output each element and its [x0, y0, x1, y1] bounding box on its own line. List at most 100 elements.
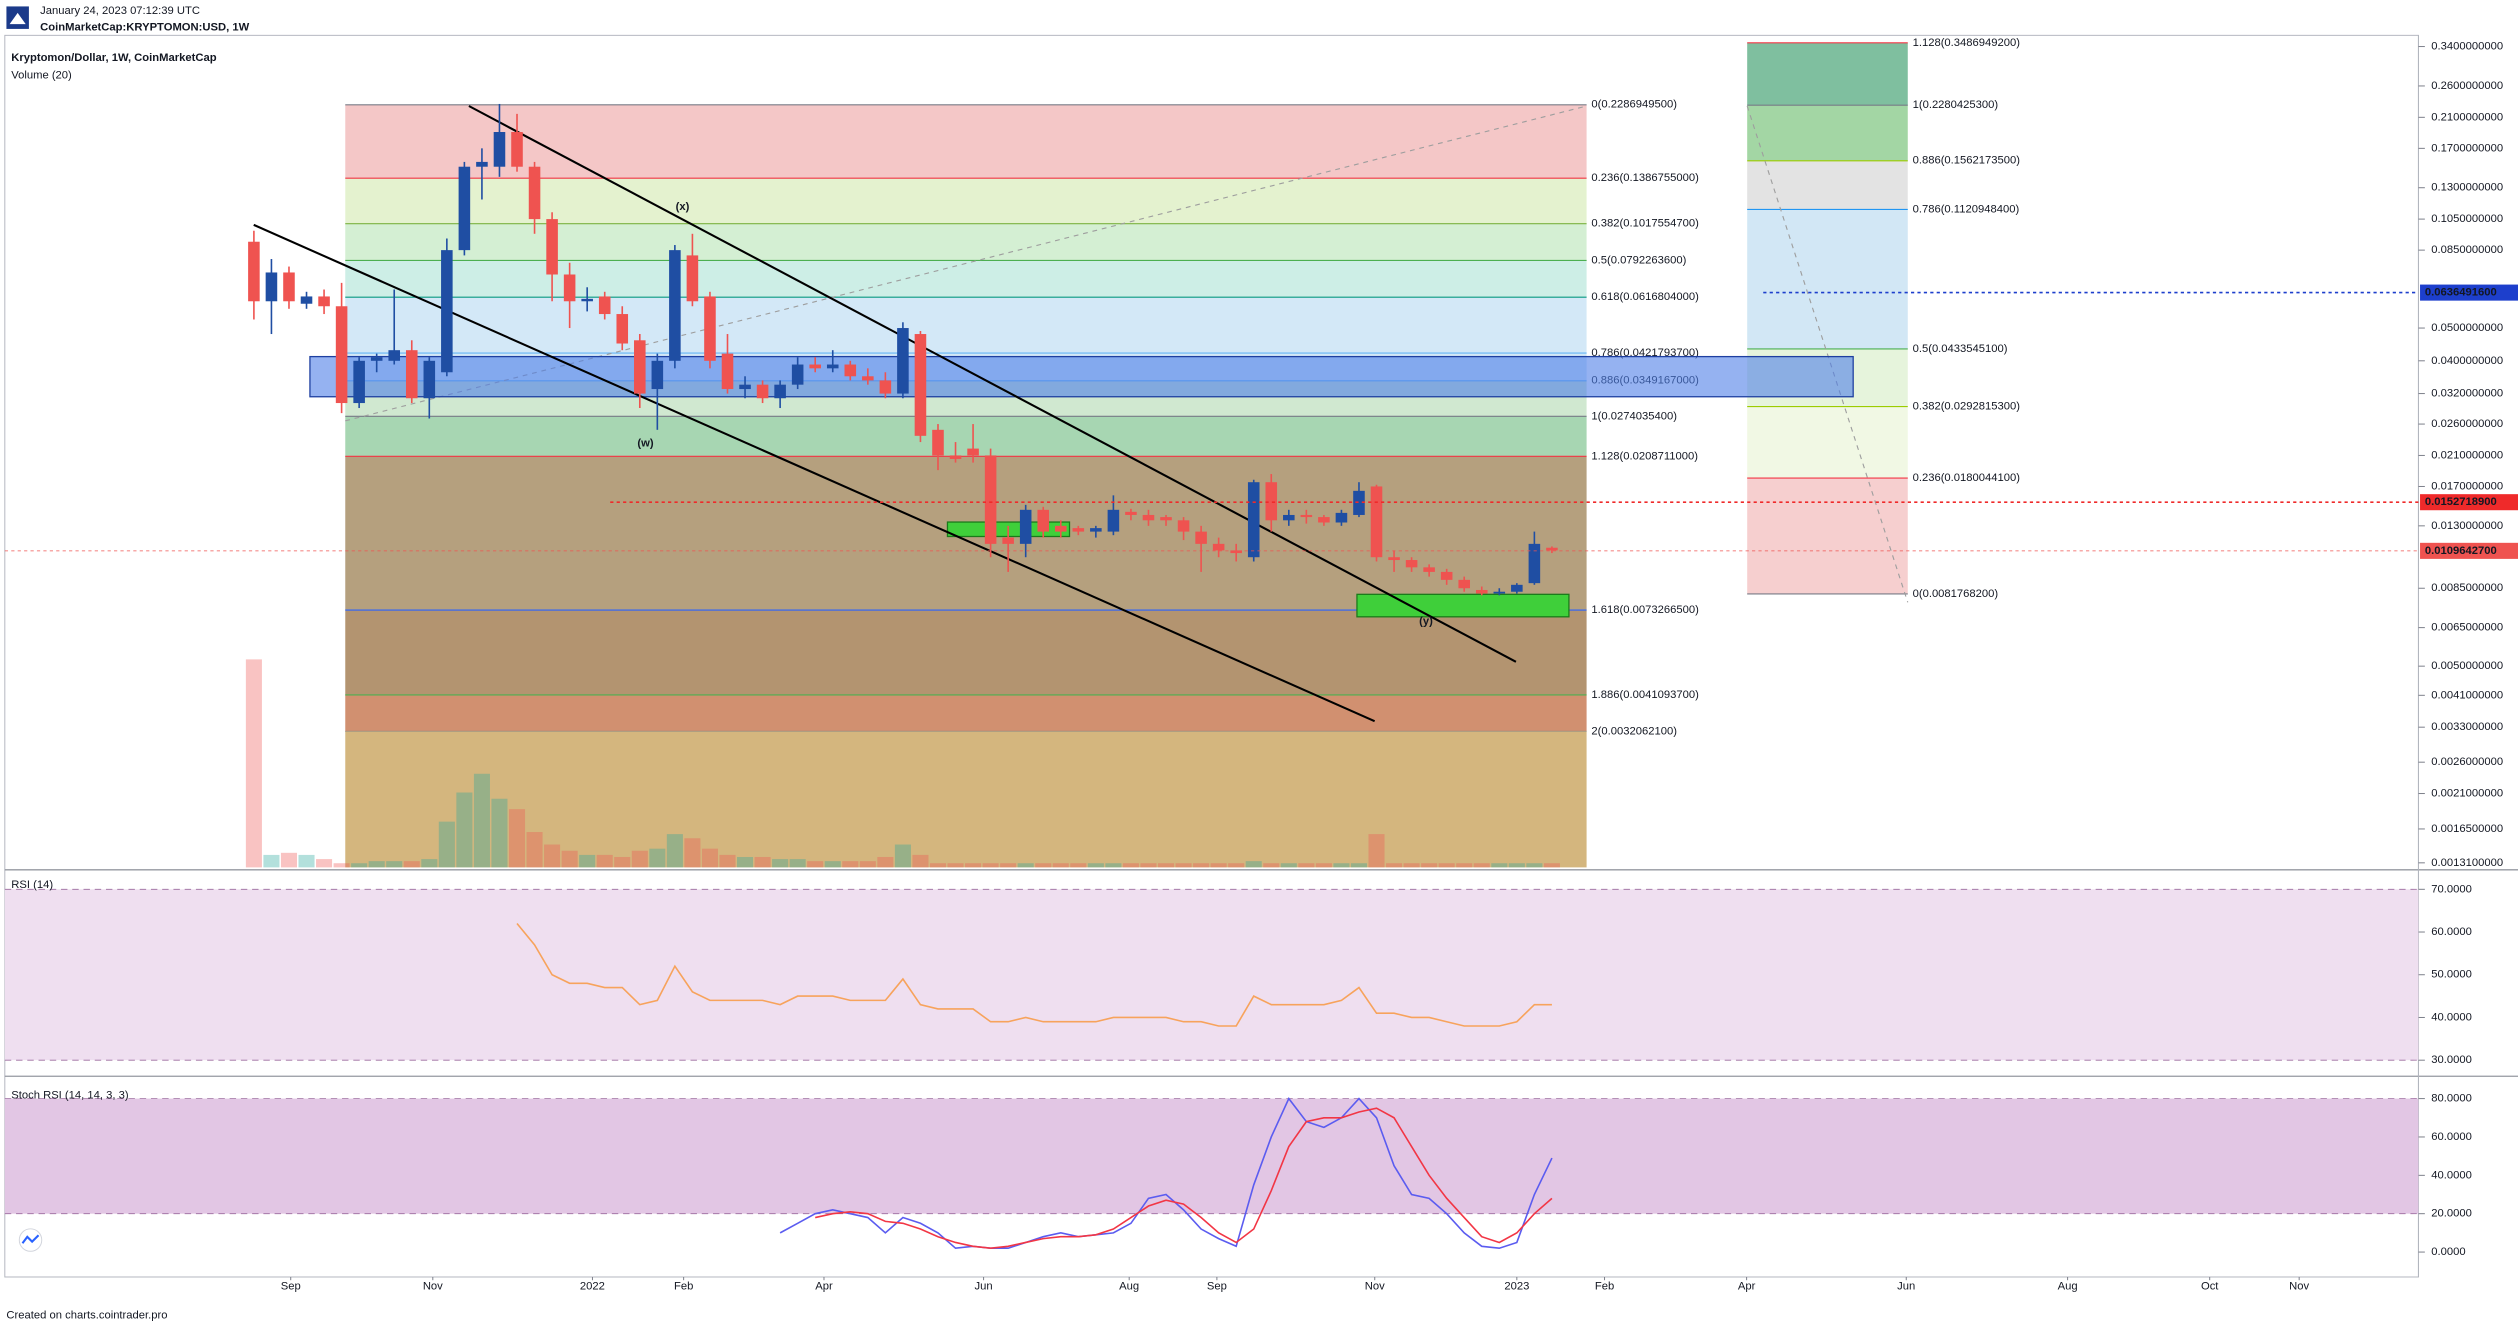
candle-body [388, 350, 401, 361]
candle-body [546, 219, 558, 275]
candle-body [1475, 589, 1488, 594]
volume-bar [824, 861, 841, 868]
volume-bar [1508, 863, 1525, 868]
volume-bar [947, 863, 964, 868]
horizontal-lines [4, 291, 2419, 552]
x-tick-label: Apr [815, 1281, 833, 1293]
volume-bar [245, 659, 262, 868]
fib-label: 0.382(0.1017554700) [1591, 218, 1699, 230]
y-tick-label: 0.0170000000 [2431, 480, 2503, 492]
y-tick-label: 0.0016500000 [2431, 823, 2503, 835]
volume-bar [403, 861, 420, 868]
volume-bar [965, 863, 982, 868]
volume-bar [438, 821, 455, 868]
candle-body [1300, 514, 1313, 518]
candle-body [739, 384, 751, 390]
indicator-line [516, 922, 1552, 1027]
fib-label: 1(0.0274035400) [1591, 410, 1677, 422]
volume-bar [526, 832, 543, 868]
wave-label: (w) [637, 437, 653, 449]
candle-body [405, 350, 418, 399]
candle-body [1002, 537, 1014, 544]
candle-body [1388, 557, 1400, 561]
price-badge [2420, 542, 2518, 559]
wave-label: (x) [676, 201, 690, 213]
candle-body [1247, 482, 1260, 558]
header-symbol: CoinMarketCap:KRYPTOMON:USD, 1W [40, 21, 249, 33]
zone-box [1356, 593, 1570, 618]
candle-body [511, 132, 523, 167]
volume-bar [737, 856, 754, 868]
volume-bar [596, 854, 613, 868]
volume-bar [1333, 863, 1350, 868]
y-tick-label: 0.0085000000 [2431, 582, 2503, 594]
candle-body [1160, 517, 1172, 521]
candle-body [616, 314, 629, 344]
x-tick-label: 2023 [1504, 1281, 1529, 1293]
y-tick-label: 50.0000 [2431, 969, 2472, 981]
candle-body [423, 360, 436, 399]
candle-body [1019, 509, 1032, 544]
tv-logo-mark [21, 1234, 40, 1244]
candle-body [1493, 591, 1506, 594]
volume-bar [1543, 863, 1560, 868]
y-tick-label: 40.0000 [2431, 1169, 2472, 1181]
y-tick-label: 70.0000 [2431, 883, 2472, 895]
volume-bar [1526, 863, 1543, 868]
candle-body [1125, 511, 1137, 515]
fib-zone [345, 260, 1587, 298]
axes: 0.0636491600 0.0152718900 0.0109642700 0.34… [281, 41, 2518, 1293]
volume-bar [1210, 863, 1227, 868]
x-tick-label: Sep [1207, 1281, 1227, 1293]
x-tick-label: Sep [281, 1281, 301, 1293]
x-tick-label: Jun [975, 1281, 993, 1293]
volume-bar [280, 852, 298, 868]
fib-label: 0(0.2286949500) [1591, 99, 1677, 111]
volume-bar [719, 854, 736, 868]
candle-body [686, 255, 699, 302]
candle-body [1528, 543, 1541, 584]
volume-bar [894, 844, 911, 868]
fib-zone [1747, 209, 1908, 349]
fib-zone [345, 694, 1587, 732]
candle-body [1230, 550, 1242, 554]
candle-body [265, 272, 278, 302]
candle-body [844, 364, 857, 377]
candle-body [300, 296, 313, 304]
candle-body [862, 376, 874, 381]
candle-body [1423, 567, 1435, 572]
volume-bar [842, 861, 859, 868]
fib-zone [345, 297, 1587, 354]
y-tick-label: 0.0320000000 [2431, 388, 2503, 400]
fib-label: 0.382(0.0292815300) [1913, 401, 2021, 413]
indicator-line [779, 1097, 1553, 1250]
x-tick-label: Jun [1897, 1281, 1915, 1293]
volume-bar [1473, 863, 1490, 868]
volume-bar [1035, 863, 1052, 868]
candle-body [704, 296, 716, 361]
fib-label: 1.618(0.0073266500) [1591, 604, 1699, 616]
volume-bar [666, 834, 683, 868]
fib-label: 0.786(0.1120948400) [1913, 203, 2020, 215]
volume-bar [351, 863, 368, 868]
fib-zone [1747, 105, 1908, 161]
candle-body [809, 364, 821, 369]
volume-bar [1000, 863, 1017, 868]
volume-bar [1438, 863, 1455, 868]
wave-label: (y) [1419, 616, 1433, 628]
x-tick-label: Feb [1595, 1281, 1614, 1293]
indicator-line [815, 1107, 1553, 1250]
candle-body [1405, 560, 1418, 568]
price-badge [2420, 494, 2518, 511]
logo-mark [9, 12, 26, 25]
fib-label: 0.5(0.0433545100) [1913, 343, 2008, 355]
candle-body [1177, 520, 1190, 532]
trend-line [253, 223, 1376, 723]
candle-body [1054, 525, 1067, 532]
volume-bar [579, 854, 596, 868]
volume-bar [386, 861, 403, 868]
fib-label: 0.618(0.0616804000) [1591, 291, 1699, 303]
drawings [253, 105, 1909, 723]
fib-label: 0.886(0.1562173500) [1913, 155, 2021, 167]
